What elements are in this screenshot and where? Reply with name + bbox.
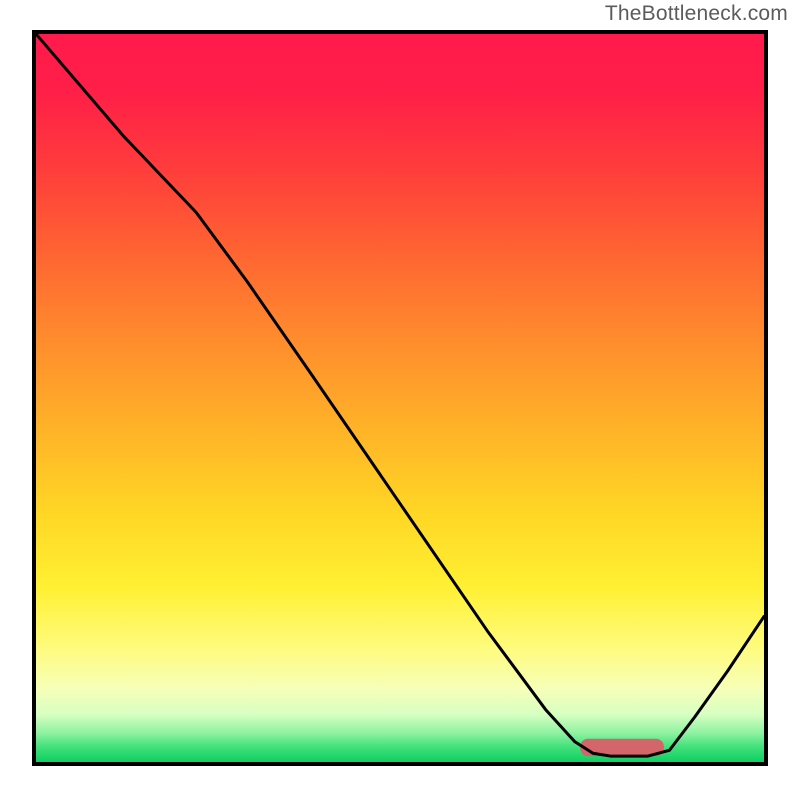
attribution-label: TheBottleneck.com (605, 2, 788, 26)
chart-frame: TheBottleneck.com (0, 0, 800, 800)
plot-area (36, 34, 764, 762)
gradient-background (36, 34, 764, 762)
plot-svg (36, 34, 764, 762)
